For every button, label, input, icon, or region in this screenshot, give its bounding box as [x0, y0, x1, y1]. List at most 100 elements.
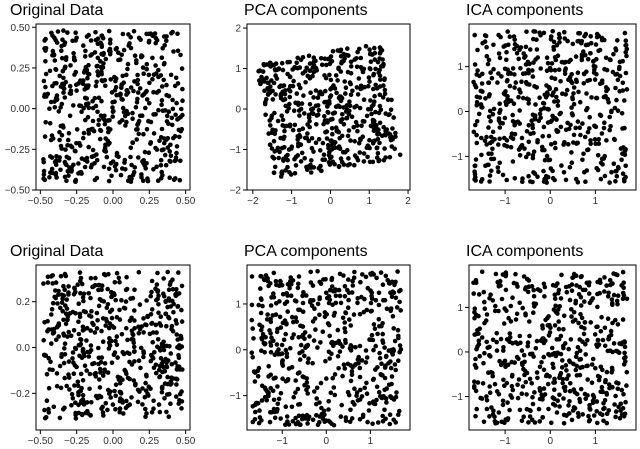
scatter-point [369, 333, 375, 338]
scatter-point [317, 312, 322, 318]
scatter-point [44, 398, 50, 404]
scatter-point [390, 126, 395, 131]
scatter-point [496, 71, 501, 76]
scatter-point [66, 173, 71, 178]
scatter-point [520, 305, 525, 311]
scatter-point [261, 79, 267, 84]
scatter-point [524, 96, 530, 101]
scatter-point [526, 123, 532, 128]
scatter-point [377, 103, 383, 109]
scatter-point [534, 338, 540, 344]
x-tick-label: −1 [286, 196, 298, 207]
scatter-point [591, 59, 596, 64]
scatter-point [64, 162, 69, 168]
scatter-point [259, 418, 264, 423]
scatter-point [285, 164, 290, 170]
scatter-point [117, 307, 122, 313]
scatter-point [320, 157, 326, 162]
scatter-point [262, 341, 268, 346]
scatter-point [153, 370, 159, 376]
scatter-point [614, 348, 619, 354]
scatter-point [113, 382, 119, 388]
scatter-point [304, 164, 309, 170]
scatter-point [624, 369, 630, 375]
scatter-point [472, 163, 478, 169]
scatter-point [336, 366, 341, 371]
scatter-point [180, 112, 185, 118]
x-tick-label: −0.50 [28, 196, 54, 207]
scatter-point [594, 71, 599, 77]
scatter-point [318, 168, 324, 173]
scatter-point [601, 156, 606, 161]
scatter-point [614, 97, 619, 103]
scatter-point [512, 42, 518, 47]
scatter-point [91, 128, 97, 134]
scatter-point [531, 354, 536, 359]
scatter-point [481, 360, 486, 366]
scatter-point [579, 55, 585, 60]
scatter-point [105, 370, 111, 375]
scatter-point [291, 78, 296, 84]
scatter-point [620, 80, 626, 86]
scatter-point [391, 290, 397, 296]
scatter-point [350, 88, 355, 94]
scatter-point [287, 88, 293, 94]
scatter-point [348, 81, 354, 87]
scatter-point [352, 362, 358, 368]
scatter-point [476, 341, 482, 347]
scatter-point [491, 106, 497, 112]
scatter-point [585, 105, 590, 111]
scatter-point [617, 64, 622, 70]
scatter-point [60, 68, 66, 74]
scatter-point [561, 142, 566, 147]
scatter-point [131, 349, 137, 355]
scatter-point [517, 47, 522, 52]
scatter-point [537, 111, 543, 117]
scatter-point [88, 348, 94, 353]
scatter-point [527, 333, 532, 339]
scatter-point [314, 68, 320, 73]
scatter-point [553, 87, 559, 92]
scatter-point [146, 72, 152, 78]
scatter-point [571, 101, 577, 107]
scatter-point [482, 306, 488, 312]
scatter-point [370, 52, 375, 57]
y-tick-label: 0.2 [16, 297, 30, 308]
scatter-point [326, 407, 331, 412]
scatter-point [563, 284, 569, 290]
scatter-point [289, 365, 295, 370]
scatter-point [293, 163, 299, 168]
scatter-point [144, 97, 150, 102]
scatter-point [616, 166, 621, 171]
scatter-point [502, 115, 508, 121]
scatter-point [326, 160, 332, 165]
scatter-point [473, 157, 479, 162]
scatter-point [368, 272, 374, 277]
scatter-point [329, 154, 334, 160]
scatter-point [376, 389, 382, 395]
scatter-point [157, 138, 162, 144]
scatter-point [309, 158, 314, 163]
scatter-point [330, 131, 335, 137]
scatter-point [519, 418, 525, 424]
scatter-point [529, 284, 535, 289]
scatter-point [305, 360, 311, 365]
scatter-point [132, 165, 138, 170]
scatter-point [175, 304, 180, 309]
scatter-point [575, 179, 581, 185]
scatter-point [153, 322, 159, 328]
scatter-point [602, 398, 608, 403]
scatter-point [152, 31, 158, 36]
scatter-point [68, 63, 73, 68]
scatter-point [337, 349, 343, 354]
scatter-point [284, 354, 290, 360]
scatter-point [346, 392, 352, 398]
scatter-point [146, 118, 151, 124]
scatter-point [152, 350, 157, 355]
scatter-point [158, 73, 164, 78]
scatter-point [377, 355, 383, 361]
x-tick-label: −1 [499, 436, 511, 447]
scatter-point [506, 99, 511, 105]
scatter-point [326, 110, 331, 115]
scatter-point [378, 107, 384, 112]
